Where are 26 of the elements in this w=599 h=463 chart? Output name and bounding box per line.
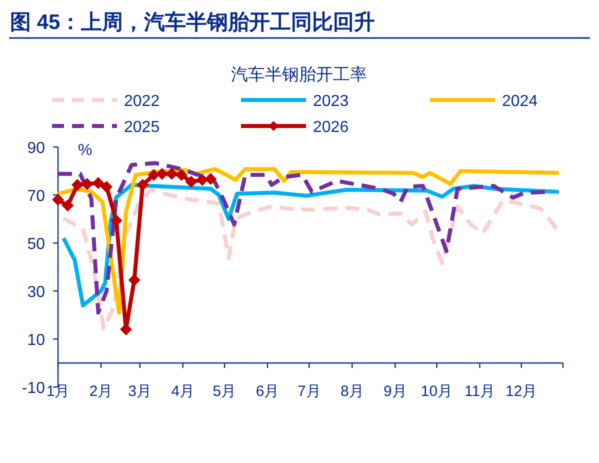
y-tick-label: 30 <box>27 284 46 301</box>
x-tick-label: 12月 <box>506 383 538 400</box>
x-tick-label: 4月 <box>171 383 195 400</box>
y-tick-label: 70 <box>27 188 46 205</box>
x-tick-label: 8月 <box>340 383 364 400</box>
ylabel: % <box>78 142 92 159</box>
title: 图 45：上周，汽车半钢胎开工同比回升 <box>10 11 376 34</box>
x-tick-label: 2月 <box>89 383 113 400</box>
subtitle: 汽车半钢胎开工率 <box>231 65 367 84</box>
x-tick-label: 3月 <box>128 383 152 400</box>
x-tick-label: 7月 <box>297 383 321 400</box>
y-tick-label: 10 <box>27 332 46 349</box>
y-tick-label: 50 <box>27 236 46 253</box>
legend-label: 2022 <box>124 93 160 110</box>
y-tick-label: 90 <box>27 140 46 157</box>
y-tick-label: -10 <box>22 380 46 397</box>
x-tick-label: 9月 <box>383 383 407 400</box>
legend-label: 2023 <box>313 93 349 110</box>
x-tick-label: 10月 <box>420 383 453 400</box>
x-tick-label: 5月 <box>212 383 236 400</box>
legend-label: 2024 <box>502 93 538 110</box>
legend-label: 2025 <box>124 119 160 136</box>
legend-label: 2026 <box>313 119 349 136</box>
x-tick-label: 6月 <box>256 383 280 400</box>
x-tick-label: 1月 <box>46 383 70 400</box>
x-tick-label: 11月 <box>464 383 496 400</box>
